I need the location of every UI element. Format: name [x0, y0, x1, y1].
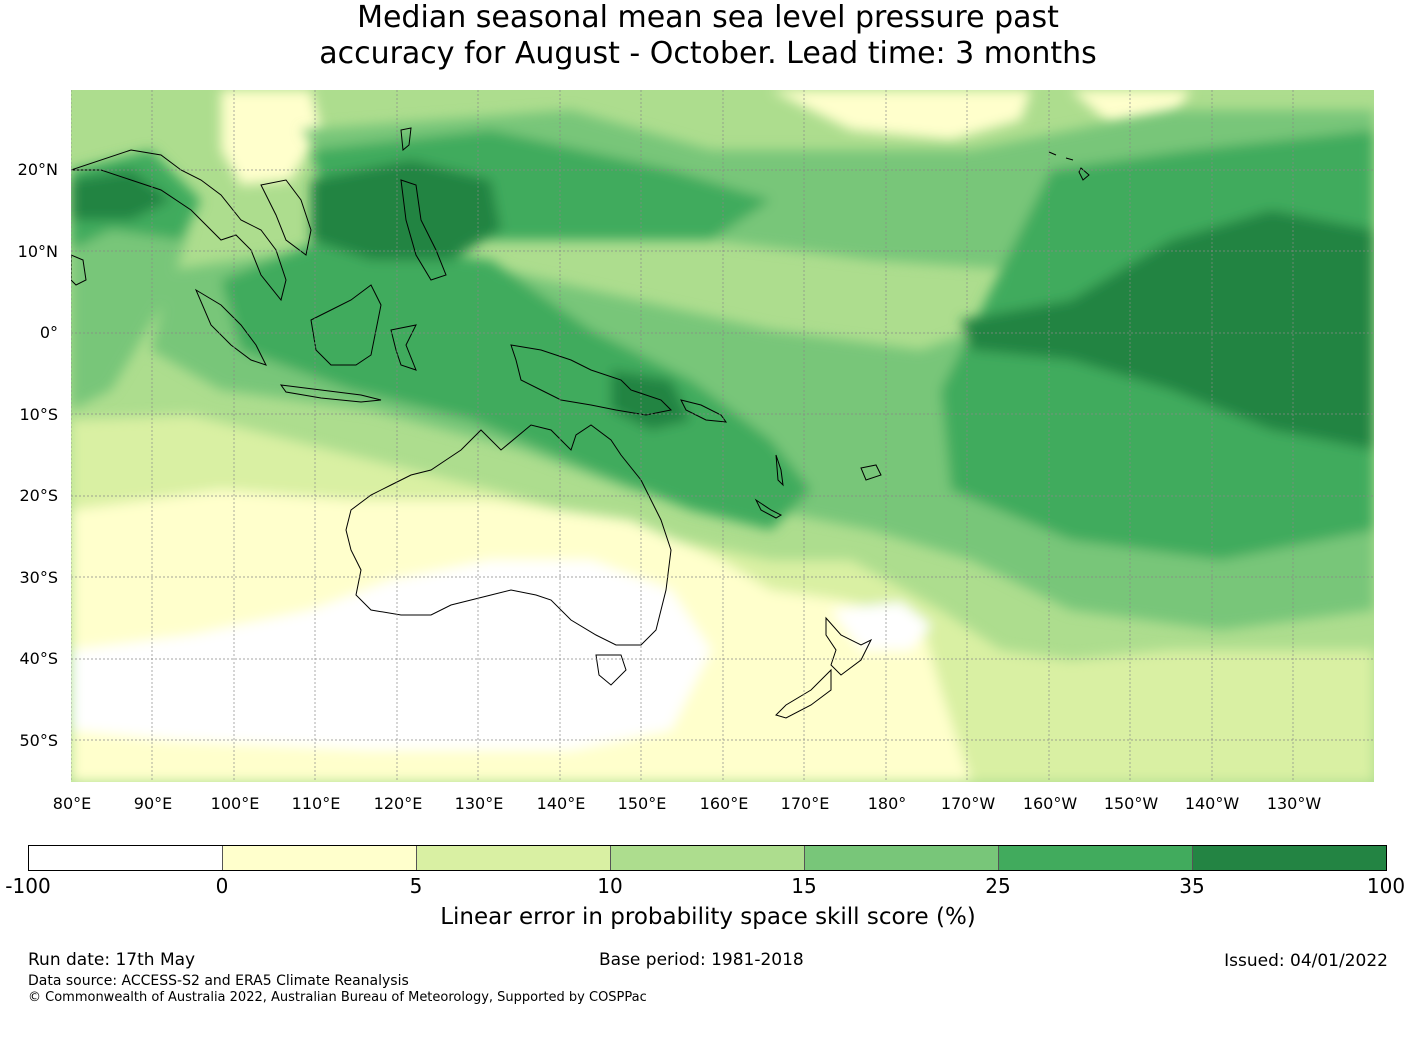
title-line-1: Median seasonal mean sea level pressure …	[357, 0, 1059, 35]
coast-java	[279, 384, 382, 403]
colorbar-segment-1	[29, 846, 223, 870]
lon-label-160w: 160°W	[1022, 794, 1078, 813]
region-white-south	[71, 560, 711, 750]
lon-label-150e: 150°E	[617, 794, 667, 813]
coast-hawaii	[1048, 151, 1090, 181]
colorbar-tick-label: 15	[791, 874, 817, 898]
coast-solomons	[680, 399, 728, 423]
colorbar-label: Linear error in probability space skill …	[440, 904, 976, 930]
colorbar-tick-label: 5	[409, 874, 423, 898]
region-pale-yellow-north	[221, 90, 321, 185]
title-line-2: accuracy for August - October. Lead time…	[319, 36, 1097, 71]
map-canvas	[71, 90, 1374, 782]
coast-philippines	[400, 179, 447, 281]
lon-label-150w: 150°W	[1103, 794, 1159, 813]
lat-label-30s: 30°S	[19, 568, 58, 587]
coastlines	[71, 127, 1090, 719]
lon-label-160e: 160°E	[699, 794, 749, 813]
lat-label-0: 0°	[39, 323, 58, 342]
lat-label-40s: 40°S	[19, 649, 58, 668]
coast-nz-north	[825, 616, 873, 676]
field-high-skill	[71, 110, 1374, 630]
lon-label-90e: 90°E	[133, 794, 173, 813]
colorbar-segment-3	[417, 846, 611, 870]
run-date: Run date: 17th May	[28, 950, 196, 970]
lon-label-180: 180°	[867, 794, 907, 813]
lat-label-20n: 20°N	[17, 160, 58, 179]
lat-label-10s: 10°S	[19, 405, 58, 424]
coast-tasmania	[595, 654, 627, 686]
lon-label-130w: 130°W	[1266, 794, 1322, 813]
coast-indochina	[260, 179, 312, 256]
colorbar-tick-label: 25	[985, 874, 1011, 898]
coast-se-asia	[71, 149, 287, 302]
coast-sulawesi	[390, 324, 417, 371]
copyright: © Commonwealth of Australia 2022, Austra…	[28, 990, 647, 1005]
region-pale-yellow-north-east	[771, 90, 1031, 140]
coast-nz-south	[775, 668, 832, 719]
colorbar-segment-4	[611, 846, 805, 870]
lon-label-110e: 110°E	[291, 794, 341, 813]
data-source: Data source: ACCESS-S2 and ERA5 Climate …	[28, 973, 409, 989]
coast-taiwan	[400, 127, 412, 151]
colorbar-segment-2	[223, 846, 417, 870]
colorbar-tick-label: -100	[5, 874, 51, 898]
lon-label-80e: 80°E	[52, 794, 92, 813]
issued-date: Issued: 04/01/2022	[1224, 951, 1388, 971]
lat-label-10n: 10°N	[17, 242, 58, 261]
coast-australia	[345, 424, 672, 646]
graticule	[71, 90, 1374, 782]
lon-label-130e: 130°E	[454, 794, 504, 813]
region-dark-green-4	[71, 170, 171, 220]
lat-label-50s: 50°S	[19, 731, 58, 750]
colorbar-tick-label: 0	[215, 874, 229, 898]
lon-label-120e: 120°E	[373, 794, 423, 813]
coast-new-guinea	[510, 344, 673, 416]
coast-sri-lanka	[71, 254, 87, 286]
region-dark-green-3	[611, 370, 691, 430]
region-mid-green-1	[221, 240, 811, 530]
skill-score-map	[71, 90, 1374, 782]
lon-label-170e: 170°E	[780, 794, 830, 813]
region-dark-green-1	[311, 160, 501, 260]
coast-vanuatu	[775, 454, 784, 487]
region-white-nz	[831, 602, 931, 650]
lon-label-140w: 140°W	[1184, 794, 1240, 813]
colorbar	[28, 845, 1387, 871]
coast-sumatra	[194, 288, 267, 366]
region-dark-green-2	[961, 210, 1374, 450]
colorbar-segment-5	[805, 846, 999, 870]
lon-label-100e: 100°E	[210, 794, 260, 813]
lat-label-20s: 20°S	[19, 486, 58, 505]
region-green-west	[71, 180, 191, 410]
chart-title: Median seasonal mean sea level pressure …	[0, 0, 1416, 72]
colorbar-tick-label: 100	[1366, 874, 1406, 898]
colorbar-segment-7	[1193, 846, 1386, 870]
base-period: Base period: 1981-2018	[599, 950, 804, 970]
coast-borneo	[310, 284, 382, 366]
colorbar-tick-label: 10	[597, 874, 623, 898]
coast-new-caledonia	[754, 498, 783, 519]
lon-label-140e: 140°E	[536, 794, 586, 813]
colorbar-tick-label: 35	[1179, 874, 1205, 898]
lon-label-170w: 170°W	[940, 794, 996, 813]
colorbar-segment-6	[999, 846, 1193, 870]
coast-fiji	[860, 464, 882, 481]
